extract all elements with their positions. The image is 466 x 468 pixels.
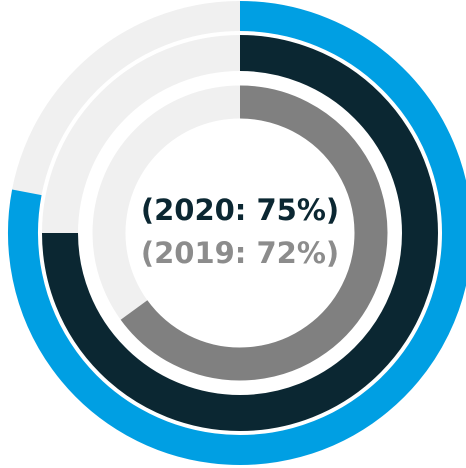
ring-arc (120, 85, 388, 381)
ring-arc (8, 1, 466, 465)
ring-arc (42, 35, 438, 431)
center-label: (2020: 75%) (141, 193, 339, 227)
ring-gap (89, 82, 391, 384)
ring-gap (39, 32, 441, 434)
center-label: (2019: 72%) (141, 236, 339, 270)
